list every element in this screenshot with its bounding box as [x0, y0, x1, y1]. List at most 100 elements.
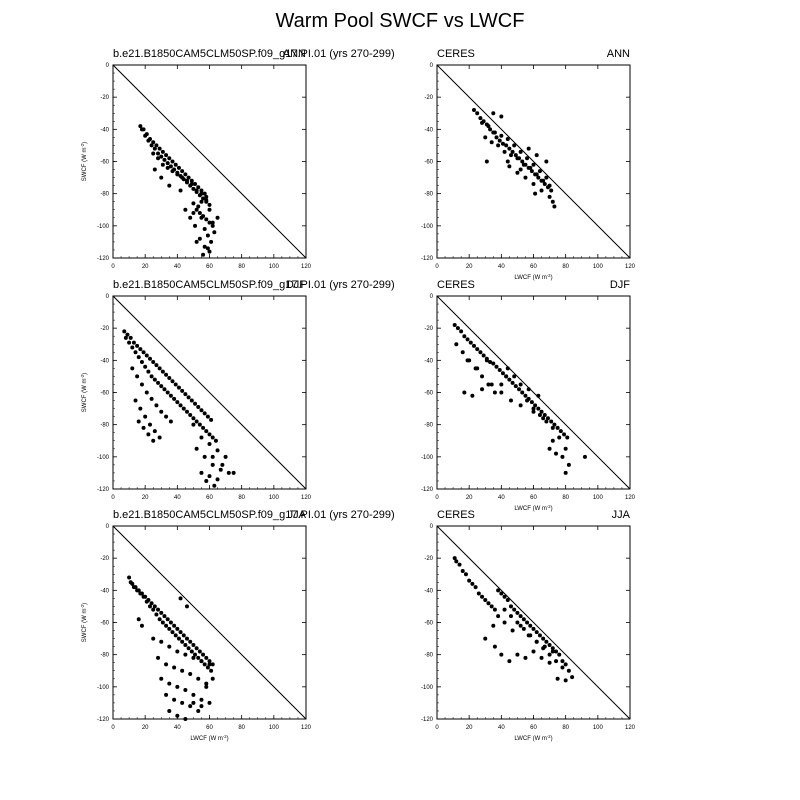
data-point — [513, 384, 518, 389]
data-point — [164, 153, 169, 158]
data-point — [210, 220, 215, 225]
data-point — [141, 425, 146, 430]
data-point — [149, 396, 154, 401]
page-title: Warm Pool SWCF vs LWCF — [275, 10, 525, 32]
data-point — [502, 149, 507, 154]
data-point — [202, 191, 207, 196]
data-point — [554, 649, 559, 654]
x-axis-label: LWCF (W m-2) — [514, 504, 552, 513]
data-point — [123, 335, 128, 340]
y-tick-label: -120 — [97, 256, 110, 262]
data-point — [202, 454, 207, 459]
data-point — [489, 382, 494, 387]
x-tick-label: 120 — [301, 725, 312, 731]
data-point — [157, 146, 162, 151]
x-tick-label: 80 — [562, 264, 569, 270]
data-point — [156, 156, 161, 161]
data-point — [191, 186, 196, 191]
data-point — [207, 202, 212, 207]
data-point — [500, 371, 505, 376]
data-point — [210, 223, 215, 228]
data-point — [215, 215, 220, 220]
data-point — [552, 422, 557, 427]
data-point — [146, 138, 151, 143]
data-point — [139, 359, 144, 364]
data-point — [499, 382, 504, 387]
panel-right-label: ANN — [607, 48, 630, 60]
data-point — [139, 382, 144, 387]
data-point — [525, 156, 530, 161]
data-point — [168, 620, 173, 625]
data-point — [544, 175, 549, 180]
data-point — [478, 116, 483, 121]
data-point — [147, 422, 152, 427]
data-point — [492, 644, 497, 649]
data-point — [210, 676, 215, 681]
data-point — [231, 470, 236, 475]
data-point — [550, 649, 555, 654]
data-point — [146, 369, 151, 374]
data-point — [139, 127, 144, 132]
data-point — [529, 400, 534, 405]
x-tick-label: 40 — [498, 264, 505, 270]
x-tick-label: 60 — [206, 264, 213, 270]
data-point — [512, 607, 517, 612]
data-point — [133, 350, 138, 355]
data-point — [549, 188, 554, 193]
data-point — [189, 182, 194, 187]
data-point — [494, 135, 499, 140]
data-point — [210, 454, 215, 459]
data-point — [162, 157, 167, 162]
data-point — [180, 639, 185, 644]
data-point — [536, 393, 541, 398]
data-point — [172, 396, 177, 401]
data-point — [480, 374, 485, 379]
data-point — [194, 188, 199, 193]
panel-4: 0 20 40 60 80 100 120 0 -20 -40 -60 -80 -100 -120 CERE… — [421, 279, 636, 512]
data-point — [204, 478, 209, 483]
x-tick-label: 0 — [111, 495, 115, 501]
data-point — [183, 643, 188, 648]
data-point — [505, 159, 510, 164]
data-point — [549, 419, 554, 424]
panel-right-label: DJF — [286, 279, 306, 291]
data-point — [197, 236, 202, 241]
data-point — [531, 406, 536, 411]
panel-left-label: CERES — [437, 279, 475, 291]
data-point — [499, 652, 504, 657]
data-point — [141, 594, 146, 599]
x-tick-label: 120 — [625, 264, 636, 270]
y-tick-label: -100 — [97, 224, 110, 230]
data-point — [484, 358, 489, 363]
data-point — [188, 671, 193, 676]
data-point — [547, 183, 552, 188]
x-tick-label: 40 — [498, 495, 505, 501]
data-point — [136, 355, 141, 360]
data-point — [531, 162, 536, 167]
data-point — [191, 700, 196, 705]
data-point — [462, 334, 467, 339]
data-point — [194, 446, 199, 451]
data-point — [526, 387, 531, 392]
data-point — [542, 644, 547, 649]
data-point — [210, 662, 215, 667]
data-point — [539, 655, 544, 660]
data-point — [518, 623, 523, 628]
data-point — [515, 610, 520, 615]
data-point — [508, 398, 513, 403]
panel-right-label: JJA — [288, 509, 307, 521]
data-point — [497, 367, 502, 372]
data-point — [505, 597, 510, 602]
data-point — [176, 385, 181, 390]
panel-left-label: b.e21.B1850CAM5CLM50SP.f09_g17.PI.01 (yr… — [113, 279, 395, 291]
x-tick-label: 0 — [435, 725, 439, 731]
data-point — [505, 136, 510, 141]
data-point — [521, 162, 526, 167]
data-point — [204, 217, 209, 222]
y-tick-label: -20 — [100, 326, 109, 332]
data-point — [199, 188, 204, 193]
data-point — [199, 470, 204, 475]
data-point — [127, 340, 132, 345]
data-point — [135, 588, 140, 593]
x-axis-label: LWCF (W m-2) — [190, 734, 228, 743]
